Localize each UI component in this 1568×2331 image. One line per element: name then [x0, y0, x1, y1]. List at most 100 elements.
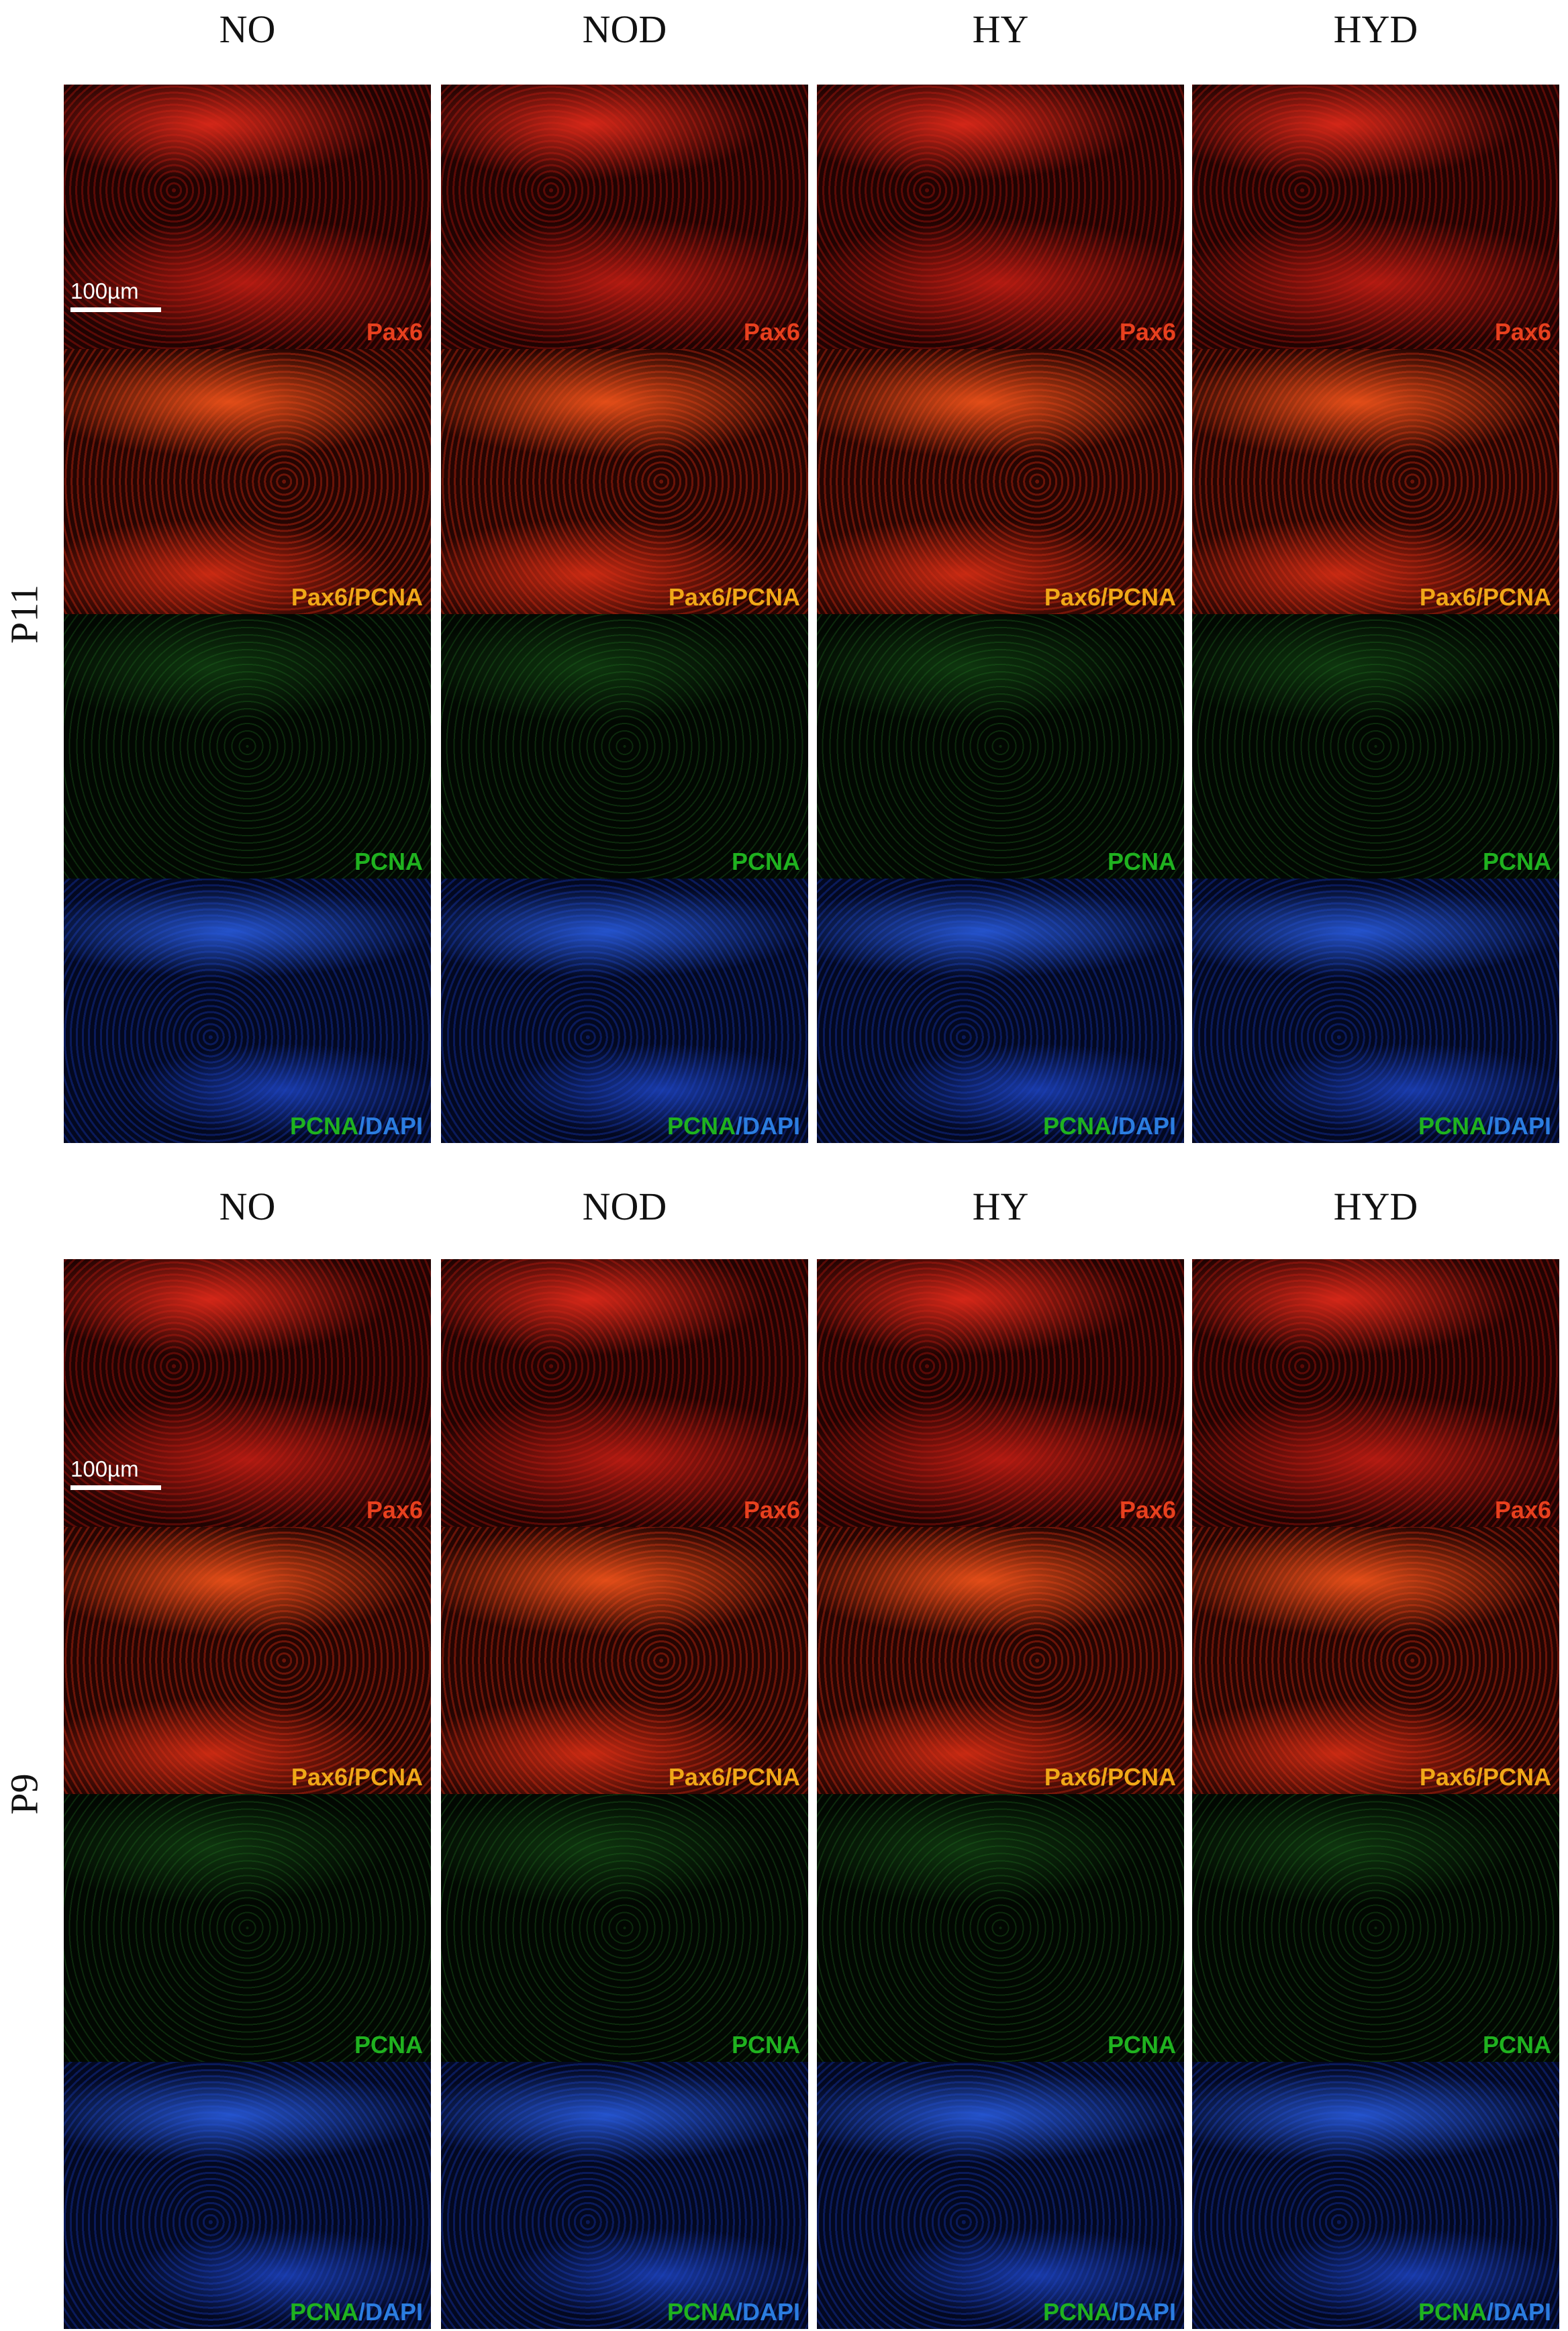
channel-label: PCNA/DAPI — [667, 2298, 800, 2326]
channel-label: PCNA — [731, 847, 800, 875]
channel-label: Pax6 — [743, 318, 800, 346]
channel-label: PCNA/DAPI — [1043, 2298, 1176, 2326]
channel-label: Pax6/PCNA — [1044, 1763, 1176, 1791]
channel-label: Pax6/PCNA — [668, 1763, 800, 1791]
channel-label: Pax6 — [743, 1495, 800, 1524]
column-header: HYD — [1333, 1185, 1418, 1228]
channel-image: PCNA — [1192, 613, 1559, 879]
channel-label: Pax6/PCNA — [668, 583, 800, 611]
channel-label-part: PCNA — [667, 1112, 736, 1140]
channel-label: Pax6 — [366, 318, 423, 346]
channel-label: PCNA/DAPI — [1418, 1112, 1551, 1140]
channel-label: Pax6 — [1494, 318, 1551, 346]
micrograph-panel: Pax6 Pax6/PCNA PCNA PCNA/DAPI 100µm — [64, 1259, 431, 2329]
channel-image: PCNA — [64, 1794, 431, 2062]
channel-label: Pax6 — [1119, 1495, 1176, 1524]
micrograph-panel: Pax6 Pax6/PCNA PCNA PCNA/DAPI — [817, 1259, 1184, 2329]
channel-label-part: PCNA — [1042, 1112, 1112, 1140]
channel-image: PCNA/DAPI — [441, 2061, 808, 2329]
channel-label: PCNA — [1107, 847, 1176, 875]
channel-label: PCNA — [1482, 2030, 1551, 2059]
channel-label: Pax6 — [1119, 318, 1176, 346]
channel-label-part: /DAPI — [1486, 2298, 1551, 2326]
row-label: P11 — [2, 584, 46, 644]
channel-label: PCNA/DAPI — [667, 1112, 800, 1140]
channel-label: Pax6/PCNA — [291, 1763, 423, 1791]
column-header: NOD — [582, 7, 667, 51]
channel-image: Pax6/PCNA — [1192, 1526, 1559, 1794]
row-label: P9 — [2, 1773, 46, 1815]
channel-image: PCNA — [441, 1794, 808, 2062]
channel-image: PCNA/DAPI — [64, 2061, 431, 2329]
channel-image: PCNA/DAPI — [1192, 878, 1559, 1143]
channel-image: PCNA — [817, 613, 1184, 879]
channel-image: PCNA/DAPI — [64, 878, 431, 1143]
channel-label: PCNA — [1482, 847, 1551, 875]
channel-label: PCNA — [354, 2030, 423, 2059]
channel-image: Pax6 — [817, 1259, 1184, 1527]
scale-bar-label: 100µm — [70, 279, 139, 304]
channel-label: Pax6/PCNA — [291, 583, 423, 611]
channel-label-part: PCNA — [289, 2298, 358, 2326]
scale-bar — [70, 307, 161, 313]
micrograph-panel: Pax6 Pax6/PCNA PCNA PCNA/DAPI — [817, 85, 1184, 1143]
channel-label: Pax6 — [366, 1495, 423, 1524]
channel-image: Pax6 — [64, 1259, 431, 1527]
channel-label-part: /DAPI — [358, 1112, 423, 1140]
column-header: NOD — [582, 1185, 667, 1228]
scale-bar-label: 100µm — [70, 1456, 139, 1481]
channel-image: Pax6 — [441, 85, 808, 350]
channel-label-part: PCNA — [1042, 2298, 1112, 2326]
column-header: NO — [219, 7, 276, 51]
channel-label-part: /DAPI — [358, 2298, 423, 2326]
channel-label-part: /DAPI — [1486, 1112, 1551, 1140]
micrograph-panel: Pax6 Pax6/PCNA PCNA PCNA/DAPI — [1192, 85, 1559, 1143]
micrograph-panel: Pax6 Pax6/PCNA PCNA PCNA/DAPI — [1192, 1259, 1559, 2329]
channel-image: PCNA — [441, 613, 808, 879]
micrograph-panel: Pax6 Pax6/PCNA PCNA PCNA/DAPI — [441, 85, 808, 1143]
channel-image: Pax6/PCNA — [1192, 349, 1559, 614]
channel-image: PCNA/DAPI — [1192, 2061, 1559, 2329]
channel-label: Pax6/PCNA — [1044, 583, 1176, 611]
channel-image: Pax6 — [441, 1259, 808, 1527]
channel-label: PCNA — [1107, 2030, 1176, 2059]
channel-label: PCNA/DAPI — [290, 1112, 423, 1140]
channel-image: PCNA/DAPI — [441, 878, 808, 1143]
column-header: NO — [219, 1185, 276, 1228]
channel-label: PCNA/DAPI — [1043, 1112, 1176, 1140]
column-header: HY — [972, 1185, 1029, 1228]
micrograph-panel: Pax6 Pax6/PCNA PCNA PCNA/DAPI 100µm — [64, 85, 431, 1143]
channel-image: Pax6/PCNA — [817, 1526, 1184, 1794]
channel-image: Pax6 — [817, 85, 1184, 350]
channel-label: Pax6 — [1494, 1495, 1551, 1524]
channel-label-part: PCNA — [1418, 2298, 1487, 2326]
channel-image: PCNA — [64, 613, 431, 879]
channel-image: Pax6/PCNA — [441, 1526, 808, 1794]
channel-image: Pax6/PCNA — [817, 349, 1184, 614]
channel-image: PCNA/DAPI — [817, 878, 1184, 1143]
channel-label: PCNA/DAPI — [1418, 2298, 1551, 2326]
channel-image: PCNA/DAPI — [817, 2061, 1184, 2329]
channel-image: Pax6/PCNA — [64, 349, 431, 614]
micrograph-panel: Pax6 Pax6/PCNA PCNA PCNA/DAPI — [441, 1259, 808, 2329]
channel-label-part: /DAPI — [1111, 1112, 1176, 1140]
channel-image: PCNA — [817, 1794, 1184, 2062]
channel-image: Pax6 — [1192, 85, 1559, 350]
channel-image: Pax6 — [64, 85, 431, 350]
column-header: HY — [972, 7, 1029, 51]
channel-label: Pax6/PCNA — [1419, 583, 1551, 611]
channel-label: PCNA/DAPI — [290, 2298, 423, 2326]
channel-label-part: PCNA — [667, 2298, 736, 2326]
channel-image: PCNA — [1192, 1794, 1559, 2062]
channel-label: PCNA — [731, 2030, 800, 2059]
channel-image: Pax6/PCNA — [64, 1526, 431, 1794]
channel-label-part: PCNA — [289, 1112, 358, 1140]
channel-label-part: /DAPI — [735, 2298, 800, 2326]
channel-label: Pax6/PCNA — [1419, 1763, 1551, 1791]
channel-label: PCNA — [354, 847, 423, 875]
channel-label-part: PCNA — [1418, 1112, 1487, 1140]
channel-label-part: /DAPI — [735, 1112, 800, 1140]
channel-image: Pax6/PCNA — [441, 349, 808, 614]
channel-image: Pax6 — [1192, 1259, 1559, 1527]
